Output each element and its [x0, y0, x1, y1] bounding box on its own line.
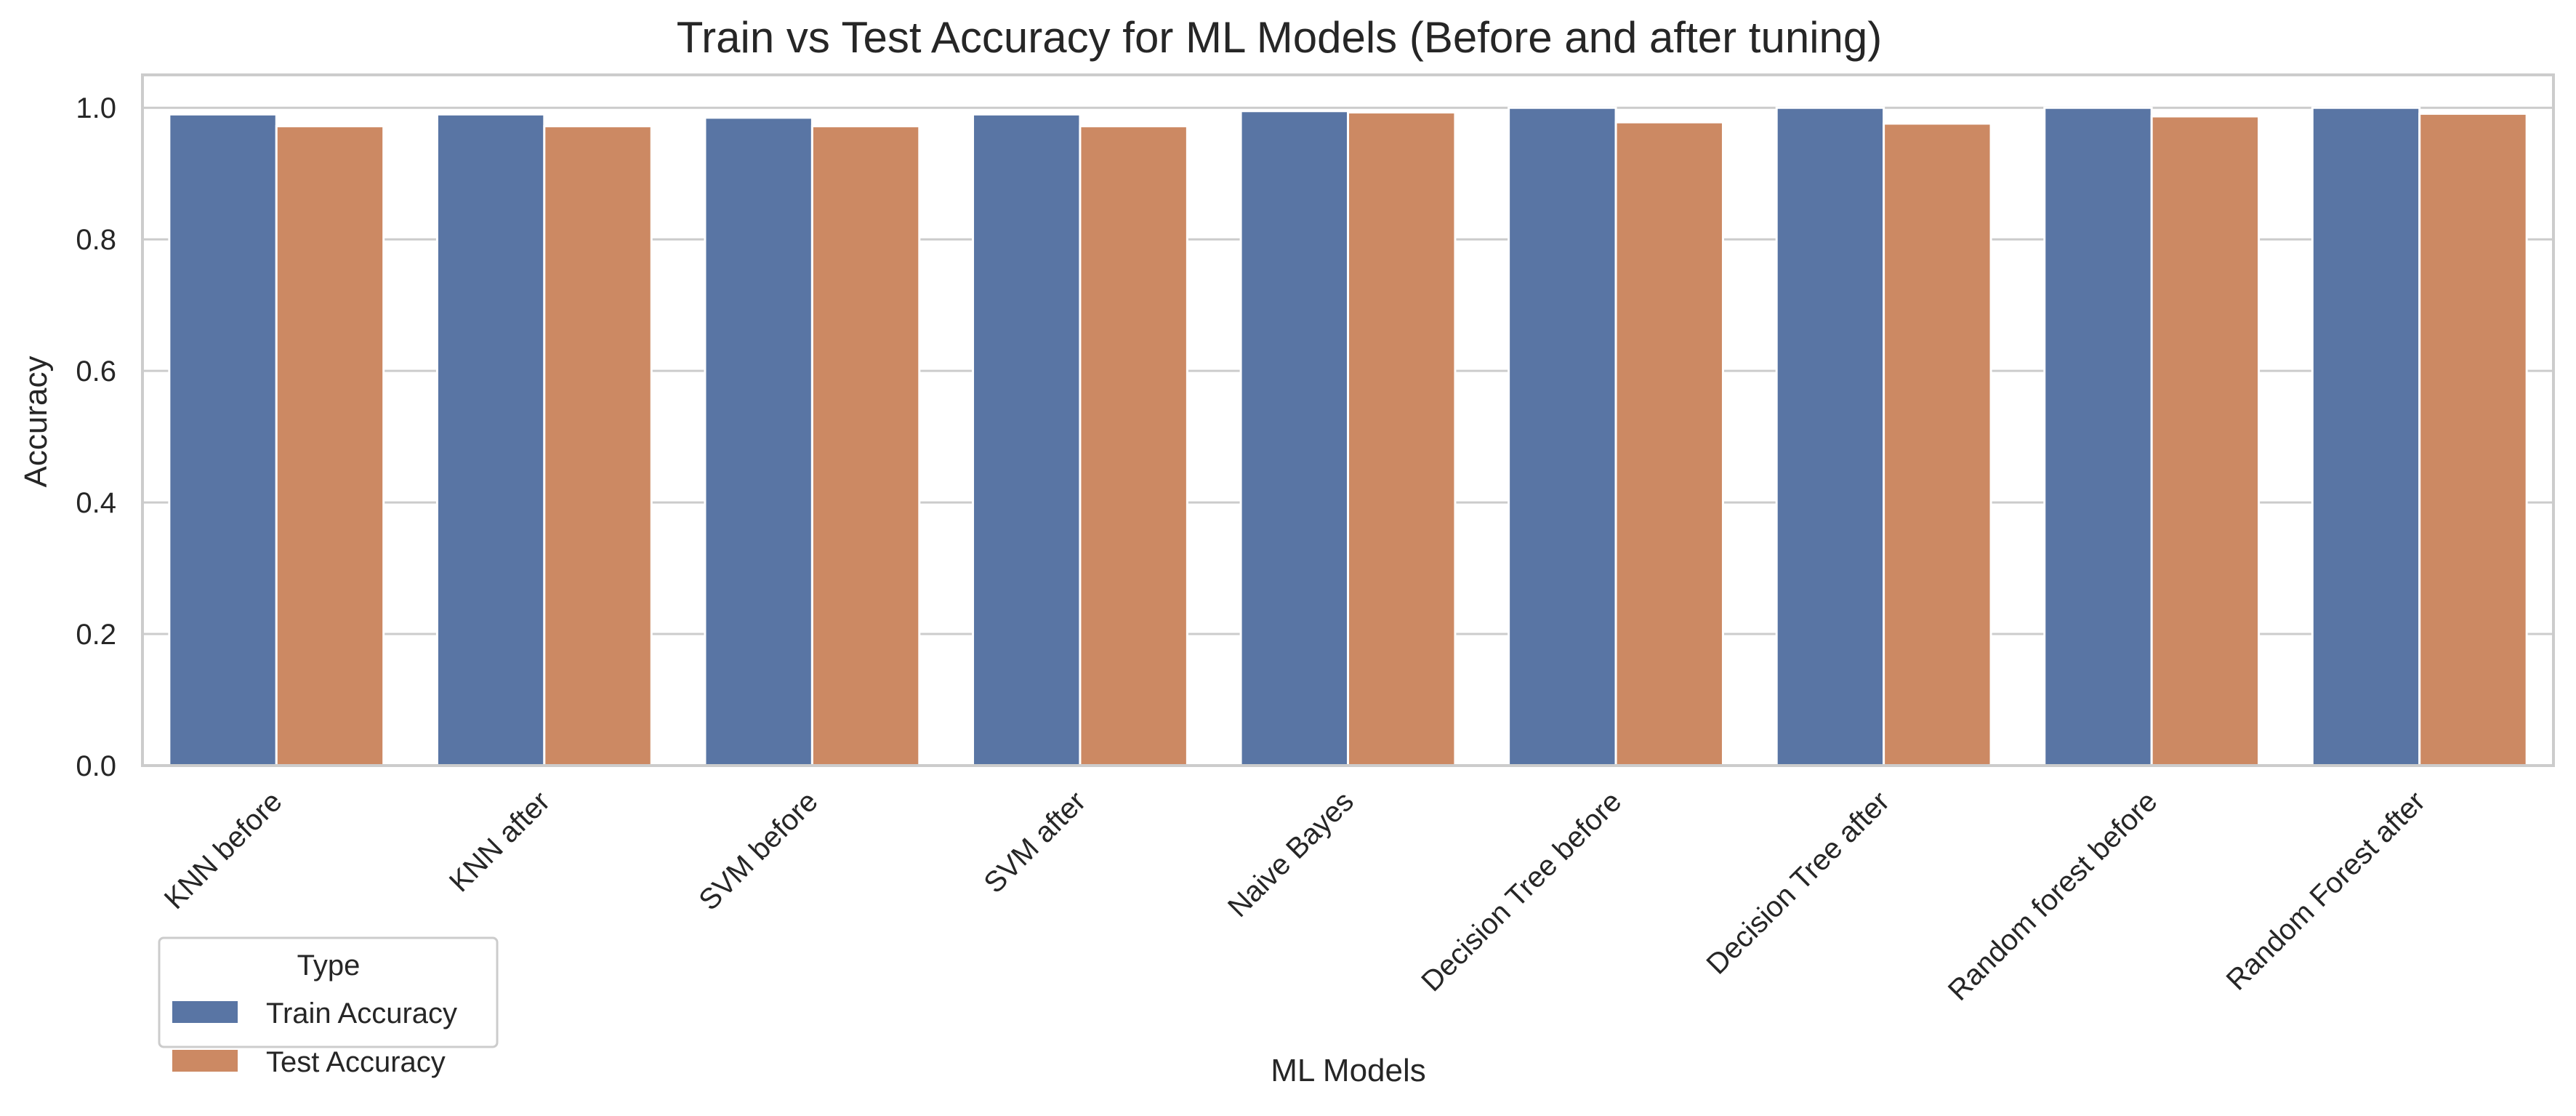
bar-train-accuracy-knn-before	[168, 113, 278, 767]
bar-train-accuracy-knn-after	[435, 113, 546, 767]
y-axis-title: Accuracy	[18, 356, 54, 488]
legend: Type Train Accuracy Test Accuracy	[158, 936, 499, 1078]
bar-test-accuracy-knn-after	[543, 125, 653, 767]
bar-train-accuracy-svm-before	[704, 116, 813, 767]
bar-train-accuracy-random-forest-after	[2311, 106, 2421, 767]
y-tick-label: 0.2	[76, 619, 116, 651]
bar-train-accuracy-random-forest-before	[2043, 106, 2153, 767]
legend-label-train-accuracy: Train Accuracy	[266, 997, 457, 1029]
y-tick-label: 0.0	[76, 750, 116, 782]
bar-test-accuracy-knn-before	[275, 125, 385, 767]
bar-test-accuracy-svm-after	[1079, 125, 1188, 767]
bars	[168, 106, 2528, 767]
y-tick-label: 1.0	[76, 92, 116, 124]
chart-title: Train vs Test Accuracy for ML Models (Be…	[677, 13, 1883, 62]
bar-test-accuracy-svm-before	[810, 125, 921, 767]
legend-swatch-test-accuracy	[172, 1050, 238, 1072]
legend-box	[158, 936, 499, 1048]
legend-title: Type	[297, 950, 361, 981]
x-axis-title: ML Models	[1271, 1053, 1426, 1088]
y-tick-labels: 0.0 0.2 0.4 0.6 0.8 1.0	[76, 92, 116, 782]
bar-test-accuracy-decision-tree-before	[1614, 121, 1724, 767]
legend-label-test-accuracy: Test Accuracy	[266, 1046, 446, 1078]
y-tick-label: 0.8	[76, 224, 116, 256]
bar-train-accuracy-naive-bayes	[1239, 110, 1349, 767]
bar-train-accuracy-svm-after	[972, 113, 1082, 767]
y-tick-label: 0.4	[76, 487, 116, 519]
bar-test-accuracy-naive-bayes	[1347, 111, 1457, 767]
bar-test-accuracy-random-forest-after	[2418, 112, 2528, 767]
y-tick-label: 0.6	[76, 356, 116, 388]
bar-test-accuracy-decision-tree-after	[1883, 122, 1992, 767]
bar-train-accuracy-decision-tree-before	[1508, 106, 1617, 767]
bar-train-accuracy-decision-tree-after	[1775, 106, 1885, 767]
plot-frame	[141, 73, 2555, 767]
bar-test-accuracy-random-forest-before	[2150, 115, 2261, 767]
legend-swatch-train-accuracy	[172, 1001, 238, 1023]
